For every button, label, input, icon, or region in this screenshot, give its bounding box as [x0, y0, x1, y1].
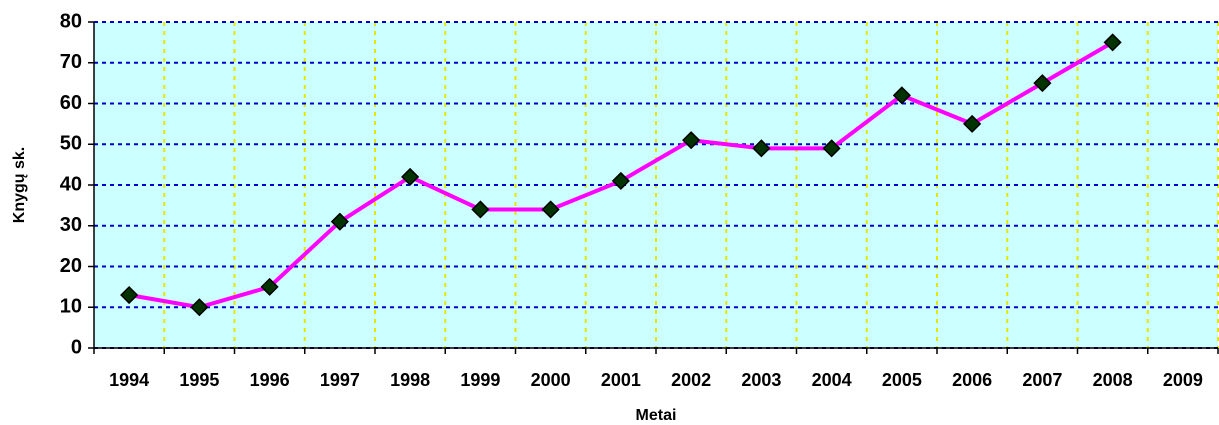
x-tick-label: 1994 — [109, 370, 149, 390]
x-tick-label: 2003 — [741, 370, 781, 390]
x-tick-label: 2004 — [812, 370, 852, 390]
marker — [401, 167, 420, 186]
y-tick-label: 10 — [60, 296, 82, 318]
x-tick-label: 2008 — [1093, 370, 1133, 390]
y-tick-label: 20 — [60, 255, 82, 277]
marker — [541, 200, 560, 219]
x-tick-label: 2002 — [671, 370, 711, 390]
marker — [190, 298, 209, 317]
marker — [1103, 33, 1122, 52]
marker — [471, 200, 490, 219]
x-tick-label: 1999 — [460, 370, 500, 390]
marker — [892, 86, 911, 105]
marker — [260, 277, 279, 296]
y-tick-label: 40 — [60, 173, 82, 195]
x-tick-label: 2007 — [1022, 370, 1062, 390]
y-axis-label: Knygų sk. — [11, 147, 28, 223]
y-tick-label: 30 — [60, 214, 82, 236]
marker — [1033, 74, 1052, 93]
marker — [963, 114, 982, 133]
marker — [752, 139, 771, 158]
x-tick-label: 1996 — [250, 370, 290, 390]
y-tick-label: 0 — [71, 336, 82, 358]
marker — [682, 131, 701, 150]
x-tick-label: 2001 — [601, 370, 641, 390]
y-tick-label: 50 — [60, 133, 82, 155]
x-tick-label: 2009 — [1163, 370, 1203, 390]
marker — [330, 212, 349, 231]
x-axis-label: Metai — [636, 407, 677, 424]
x-tick-label: 1995 — [179, 370, 219, 390]
x-tick-label: 1997 — [320, 370, 360, 390]
y-tick-label: 60 — [60, 92, 82, 114]
y-tick-label: 80 — [60, 10, 82, 32]
marker — [822, 139, 841, 158]
x-tick-label: 1998 — [390, 370, 430, 390]
marker — [611, 171, 630, 190]
x-tick-label: 2005 — [882, 370, 922, 390]
marker — [120, 285, 139, 305]
x-tick-label: 2006 — [952, 370, 992, 390]
x-tick-label: 2000 — [531, 370, 571, 390]
y-tick-label: 70 — [60, 51, 82, 73]
